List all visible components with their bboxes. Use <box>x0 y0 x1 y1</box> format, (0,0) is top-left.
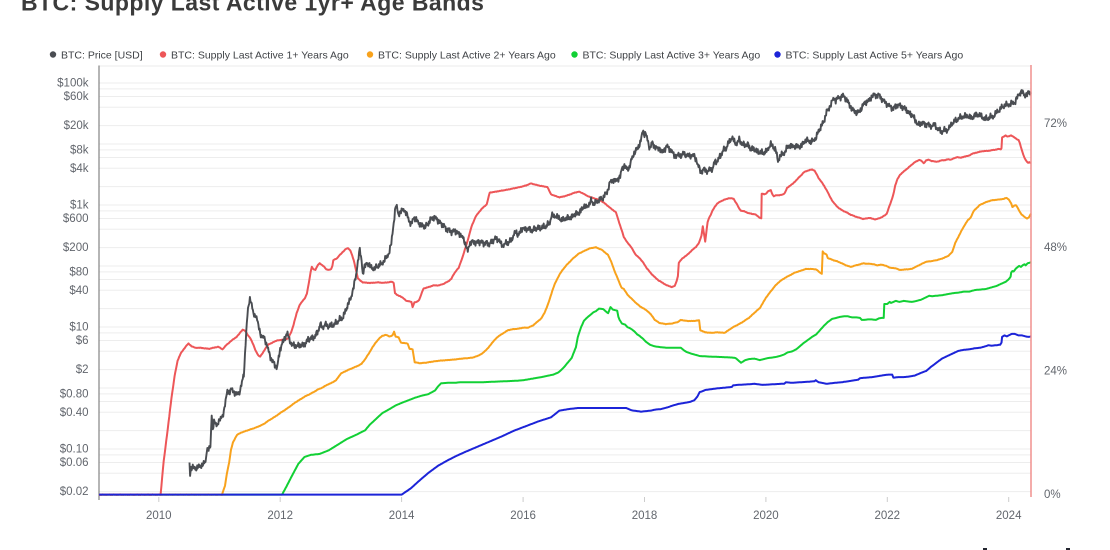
svg-text:$0.06: $0.06 <box>60 457 89 469</box>
svg-text:BTC: Supply Last Active 2+ Yea: BTC: Supply Last Active 2+ Years Ago <box>378 50 556 62</box>
svg-text:$40: $40 <box>69 285 88 297</box>
svg-text:$0.80: $0.80 <box>60 388 89 400</box>
svg-text:2010: 2010 <box>146 510 172 522</box>
svg-text:2014: 2014 <box>389 510 415 522</box>
svg-text:2018: 2018 <box>632 510 658 522</box>
svg-text:$8k: $8k <box>70 144 89 156</box>
svg-text:2016: 2016 <box>510 510 536 522</box>
svg-text:BTC: Price [USD]: BTC: Price [USD] <box>61 50 143 62</box>
svg-text:72%: 72% <box>1044 118 1067 130</box>
svg-text:$0.02: $0.02 <box>60 486 89 498</box>
svg-text:24%: 24% <box>1044 366 1067 378</box>
svg-text:$1k: $1k <box>70 200 89 212</box>
svg-text:$100k: $100k <box>57 78 89 90</box>
svg-text:$80: $80 <box>69 266 88 278</box>
svg-text:2022: 2022 <box>875 510 901 522</box>
svg-text:$20k: $20k <box>64 120 89 132</box>
svg-text:BTC: Supply Last Active 1+ Yea: BTC: Supply Last Active 1+ Years Ago <box>171 50 349 62</box>
svg-text:BTC: Supply Last Active 1yr+ A: BTC: Supply Last Active 1yr+ Age Bands <box>21 0 484 16</box>
svg-text:BTC: Supply Last Active 3+ Yea: BTC: Supply Last Active 3+ Years Ago <box>583 50 761 62</box>
svg-text:$0.10: $0.10 <box>60 444 89 456</box>
svg-text:$0.40: $0.40 <box>60 407 89 419</box>
svg-text:2024: 2024 <box>996 510 1022 522</box>
svg-text:$60k: $60k <box>64 91 89 103</box>
svg-text:48%: 48% <box>1044 242 1067 254</box>
svg-text:$10: $10 <box>69 322 88 334</box>
svg-text:$6: $6 <box>76 335 89 347</box>
svg-text:$4k: $4k <box>70 163 89 175</box>
svg-text:$200: $200 <box>63 242 89 254</box>
svg-text:$600: $600 <box>63 213 89 225</box>
svg-text:2020: 2020 <box>753 510 779 522</box>
svg-text:2012: 2012 <box>267 510 293 522</box>
svg-text:BTC: Supply Last Active 5+ Yea: BTC: Supply Last Active 5+ Years Ago <box>786 50 964 62</box>
svg-text:0%: 0% <box>1044 489 1061 501</box>
svg-text:$2: $2 <box>76 364 89 376</box>
